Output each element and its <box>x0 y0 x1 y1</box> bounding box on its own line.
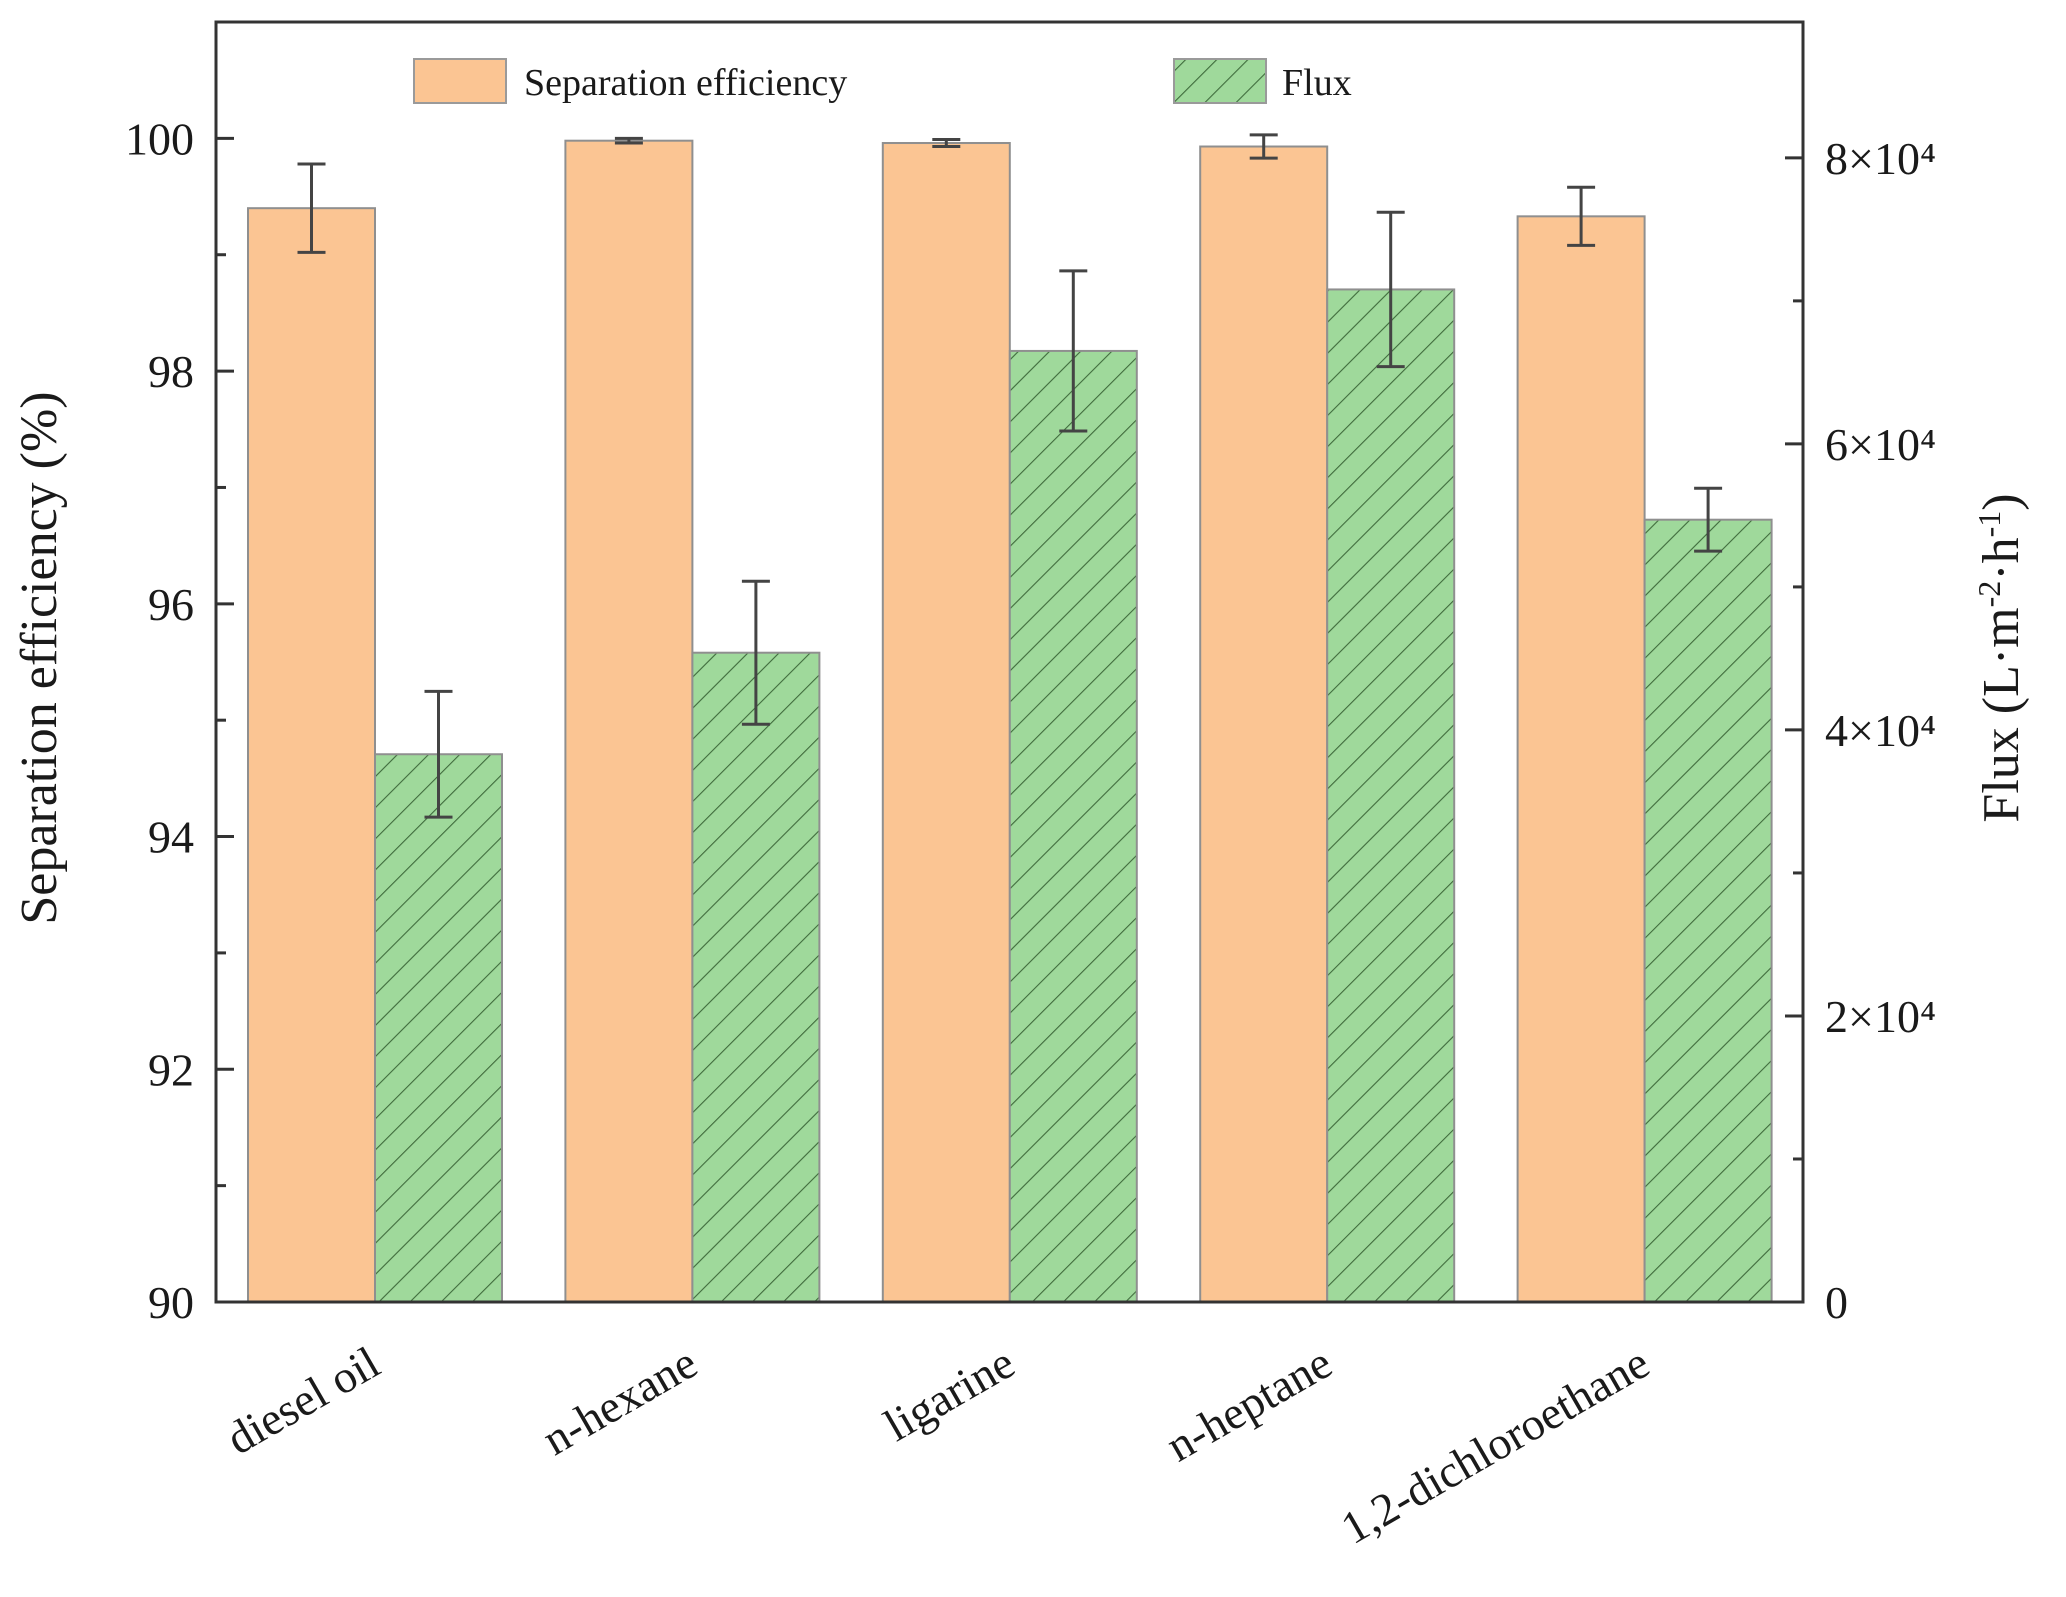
y-left-axis-title: Separation efficiency (%) <box>11 391 68 924</box>
y-left-tick-label-92: 92 <box>148 1044 194 1095</box>
bar-separation-efficiency-n-heptane <box>1199 145 1329 1304</box>
x-tick-label-n-hexane: n-hexane <box>534 1336 705 1464</box>
y-right-tick-label-20000: 2×10⁴ <box>1825 991 1936 1042</box>
y-left-tick-label-96: 96 <box>148 579 194 630</box>
flux-label-part-1: Flux (L·m <box>1973 607 2030 822</box>
y-right-tick-label-60000: 6×10⁴ <box>1825 419 1936 470</box>
bar-flux-n-hexane <box>691 651 821 1303</box>
bar-separation-efficiency-diesel-oil <box>247 207 376 1304</box>
bar-flux-ligarine <box>1008 349 1138 1303</box>
flux-label-sup-2: -1 <box>1971 511 2007 538</box>
x-tick-label-1-2-dichloroethane: 1,2-dichloroethane <box>1332 1336 1657 1553</box>
x-tick-label-n-heptane: n-heptane <box>1158 1336 1341 1471</box>
y-left-tick-label-100: 100 <box>125 113 194 164</box>
y-left-tick-label-94: 94 <box>148 812 194 863</box>
plot-frame <box>214 20 1805 1304</box>
x-tick-label-diesel-oil: diesel oil <box>218 1336 388 1464</box>
flux-label-part-3: ) <box>1973 493 2030 510</box>
y-left-tick-label-98: 98 <box>148 346 194 397</box>
flux-label-sup-1: -2 <box>1971 581 2007 608</box>
y-right-tick-label-40000: 4×10⁴ <box>1825 705 1936 756</box>
legend-swatch-flux <box>1173 58 1267 104</box>
bar-flux-diesel-oil <box>374 753 503 1303</box>
x-tick-label-ligarine: ligarine <box>876 1336 1023 1450</box>
bar-flux-1-2-dichloroethane <box>1643 518 1773 1303</box>
y-left-tick-label-90: 90 <box>148 1277 194 1328</box>
bar-separation-efficiency-1-2-dichloroethane <box>1516 215 1646 1303</box>
flux-label-part-2: ·h <box>1973 537 2030 580</box>
legend-label-flux: Flux <box>1282 62 1352 104</box>
y-right-axis-title: Flux (L·m-2·h-1) <box>1971 493 2030 822</box>
y-right-tick-label-80000: 8×10⁴ <box>1825 133 1936 184</box>
y-right-tick-label-0: 0 <box>1825 1277 1848 1328</box>
bar-separation-efficiency-n-hexane <box>564 139 694 1303</box>
legend: Separation efficiency Flux <box>413 58 1352 104</box>
plot-area: diesel oil n-hexane ligarine n-heptane1,2-d… <box>125 20 1936 1554</box>
legend-label-separation-efficiency: Separation efficiency <box>524 62 847 104</box>
bar-flux-n-heptane <box>1326 288 1456 1303</box>
legend-swatch-separation-efficiency <box>413 58 507 104</box>
bar-separation-efficiency-ligarine <box>881 142 1011 1303</box>
